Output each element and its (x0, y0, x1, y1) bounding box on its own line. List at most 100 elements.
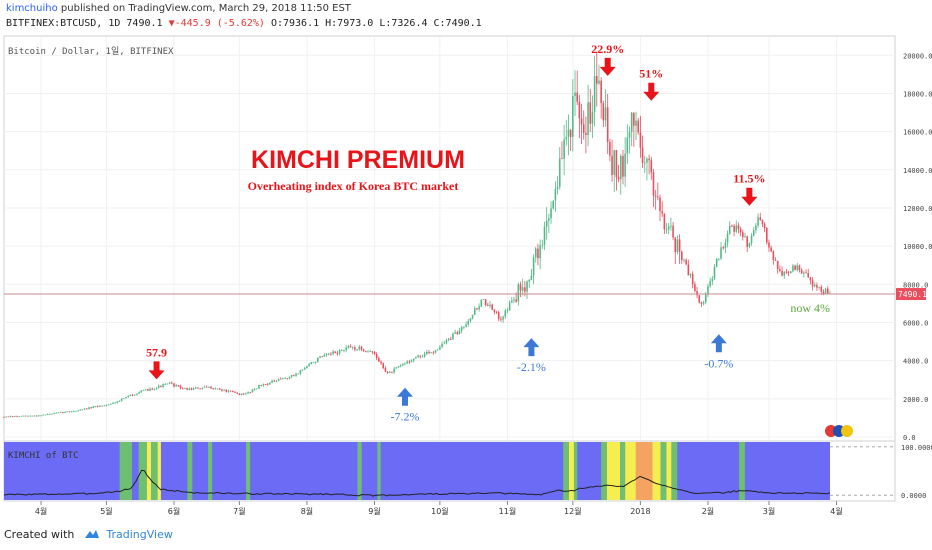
candle-body (391, 371, 393, 373)
candle-body (109, 403, 112, 405)
candle-body (665, 229, 668, 231)
candle-body (227, 390, 230, 392)
candle-body (129, 395, 132, 396)
candle-body (541, 244, 544, 246)
candle-body (567, 129, 570, 137)
tradingview-link[interactable]: TradingView (106, 528, 173, 541)
candle-body (175, 384, 177, 387)
y-tick-label: 8000.0 (903, 281, 928, 289)
candle-body (284, 378, 286, 380)
candle-body (558, 158, 561, 187)
indicator-zone (652, 442, 661, 500)
candle-body (816, 284, 818, 288)
candle-body (565, 136, 568, 140)
candle-body (81, 409, 84, 411)
candle-body (436, 349, 439, 351)
candle-body (572, 96, 574, 137)
x-tick-label: 7월 (233, 506, 245, 516)
candle-body (168, 382, 171, 384)
indicator-line (3, 469, 831, 497)
candle-body (341, 350, 343, 351)
candle-body (277, 378, 280, 381)
candle-body (229, 390, 232, 392)
candle-body (428, 351, 430, 354)
candle-body (661, 211, 663, 214)
candle-body (676, 239, 679, 253)
x-tick-label: 11월 (499, 506, 517, 516)
candle-body (247, 392, 249, 394)
candle-body (260, 384, 262, 386)
author-link[interactable]: kimchuiho (6, 3, 58, 14)
up-arrow-icon (397, 387, 414, 406)
indicator-zone (246, 442, 251, 500)
candle-body (783, 271, 786, 276)
y-tick-label: 12000.0 (903, 205, 932, 213)
candle-body (343, 350, 345, 351)
candle-body (48, 413, 51, 415)
candle-body (105, 404, 108, 406)
candle-body (465, 324, 467, 327)
candle-body (293, 375, 295, 376)
candle-body (484, 299, 487, 305)
x-tick-label: 2018 (630, 507, 650, 516)
candle-body (609, 141, 611, 156)
candle-body (367, 351, 369, 353)
candle-body (463, 326, 465, 328)
candle-body (473, 308, 476, 315)
candle-body (94, 406, 97, 408)
candle-body (707, 286, 709, 295)
candle-body (184, 388, 186, 389)
indicator-tick-label: 0.0000 (901, 492, 926, 500)
indicator-zone (151, 442, 158, 500)
candle-body (550, 208, 552, 219)
candle-body (434, 350, 437, 353)
candle-body (796, 265, 799, 271)
candle-body (585, 132, 587, 136)
down-arrow-icon (741, 187, 758, 206)
last-price-label: 7490.1 (898, 290, 927, 299)
candle-body (114, 402, 116, 404)
candle-body (59, 412, 62, 413)
indicator-zone (666, 442, 672, 500)
candle-body (203, 386, 206, 388)
candle-body (456, 332, 459, 335)
candle-body (354, 347, 356, 350)
x-tick-label: 9월 (368, 506, 380, 516)
candle-body (694, 284, 696, 292)
x-tick-label: 6월 (168, 506, 180, 516)
indicator-zone (187, 442, 193, 500)
candle-body (820, 286, 823, 292)
candle-body (68, 411, 71, 413)
created-with-text: Created with (4, 528, 75, 541)
y-tick-label: 2000.0 (903, 396, 928, 404)
candle-body (273, 380, 276, 382)
candle-body (88, 407, 90, 410)
candle-body (79, 409, 82, 411)
candle-body (480, 299, 483, 307)
chart-area[interactable]: 7490.1 20000.0 18000.0 16000.0 14000.0 12000… (0, 0, 932, 520)
indicator-zones (4, 442, 830, 500)
candle-body (648, 158, 650, 161)
candle-body (279, 378, 282, 380)
candle-body (393, 368, 395, 373)
candle-body (83, 408, 86, 410)
candle-body (319, 356, 321, 358)
y-tick-label: 20000.0 (903, 52, 932, 60)
candle-body (689, 274, 692, 276)
candle-body (380, 361, 382, 364)
main-pane[interactable] (3, 35, 896, 442)
candle-body (824, 288, 827, 295)
candle-body (722, 247, 725, 249)
candle-body (171, 382, 173, 384)
published-text: published on TradingView.com, March 29, … (60, 3, 351, 14)
candle-body (624, 153, 626, 177)
candle-body (351, 347, 354, 349)
candle-body (358, 346, 361, 350)
publish-info: kimchuiho published on TradingView.com, … (6, 3, 351, 14)
candle-body (423, 353, 426, 357)
x-tick-label: 4월 (830, 506, 842, 516)
candle-body (728, 225, 731, 234)
candle-body (256, 388, 258, 390)
candle-body (371, 351, 374, 353)
candle-body (388, 371, 391, 373)
